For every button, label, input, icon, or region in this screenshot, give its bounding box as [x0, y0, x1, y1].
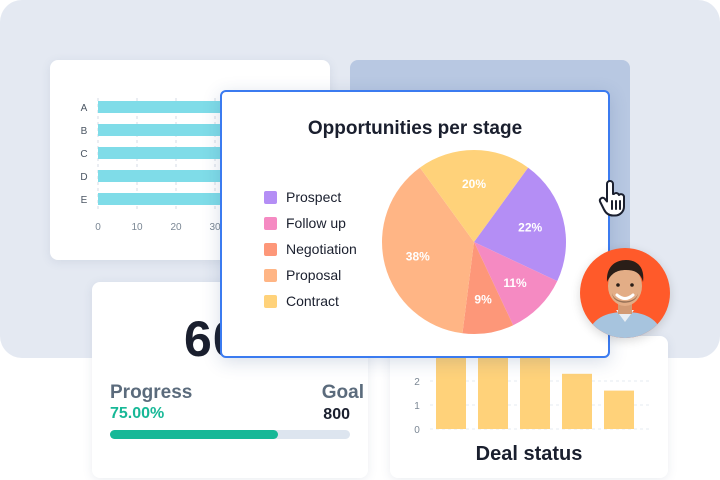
- y-tick-label: B: [81, 126, 88, 137]
- y-tick-label: C: [80, 149, 87, 160]
- y-tick-label: 1: [414, 401, 420, 412]
- bar: [98, 193, 254, 205]
- pie-slice[interactable]: [474, 167, 566, 282]
- bar: [562, 373, 592, 429]
- deal-status-card: 0 1 2 Deal status: [390, 336, 668, 478]
- legend-item[interactable]: Prospect: [264, 184, 357, 210]
- legend-label: Prospect: [286, 189, 342, 205]
- opportunities-card[interactable]: 22% 11% 9% 38% 20% Opportunities per stage P…: [220, 90, 610, 358]
- bar: [520, 357, 550, 429]
- progress-label: Progress: [110, 382, 193, 403]
- legend-swatch: [264, 190, 277, 204]
- pie-slice[interactable]: [382, 167, 474, 334]
- legend-swatch: [264, 242, 277, 256]
- legend-label: Proposal: [286, 267, 342, 283]
- pie-slice[interactable]: [474, 242, 558, 326]
- bar: [478, 352, 508, 429]
- person-portrait-icon: [586, 260, 664, 338]
- chart-legend: Prospect Follow up Negotiation Proposal Cont…: [264, 184, 357, 314]
- slice-label: 38%: [406, 249, 430, 263]
- slice-label: 22%: [518, 221, 542, 235]
- bar: [98, 101, 254, 113]
- progress-track: [110, 430, 350, 439]
- bar: [98, 124, 254, 136]
- legend-item[interactable]: Proposal: [264, 262, 357, 288]
- y-tick-label: 2: [414, 377, 420, 388]
- slice-label: 9%: [474, 292, 492, 306]
- legend-label: Negotiation: [286, 241, 357, 257]
- legend-swatch: [264, 294, 277, 308]
- slice-label: 20%: [462, 177, 486, 191]
- progress-fill: [110, 430, 278, 439]
- goal-value: 800: [323, 406, 350, 423]
- legend-item[interactable]: Negotiation: [264, 236, 357, 262]
- legend-label: Contract: [286, 293, 339, 309]
- bar-chart: 0 10 20 30 A B C D E: [80, 98, 254, 233]
- legend-swatch: [264, 216, 277, 230]
- deal-status-title: Deal status: [475, 443, 583, 465]
- legend-item[interactable]: Contract: [264, 288, 357, 314]
- x-tick-label: 10: [131, 222, 143, 233]
- x-tick-label: 20: [170, 222, 182, 233]
- bar: [604, 390, 634, 429]
- pie-chart: 22% 11% 9% 38% 20%: [382, 150, 566, 334]
- deal-status-chart: 0 1 2: [414, 352, 652, 436]
- hand-cursor-icon: [598, 180, 625, 217]
- bar: [436, 352, 466, 429]
- user-avatar: [580, 248, 670, 338]
- chart-title: Opportunities per stage: [307, 118, 523, 139]
- y-tick-label: A: [81, 103, 88, 114]
- legend-item[interactable]: Follow up: [264, 210, 357, 236]
- y-tick-label: 0: [414, 425, 420, 436]
- bar: [98, 147, 254, 159]
- progress-value: 75.00%: [110, 405, 165, 422]
- pie-slice[interactable]: [462, 242, 514, 334]
- y-tick-label: E: [81, 195, 88, 206]
- pie-slice[interactable]: [419, 150, 529, 242]
- x-tick-label: 30: [209, 222, 221, 233]
- goal-label: Goal: [321, 382, 364, 403]
- legend-label: Follow up: [286, 215, 346, 231]
- bar: [98, 170, 254, 182]
- legend-swatch: [264, 268, 277, 282]
- slice-label: 11%: [503, 276, 527, 290]
- y-tick-label: D: [80, 172, 87, 183]
- x-tick-label: 0: [95, 222, 101, 233]
